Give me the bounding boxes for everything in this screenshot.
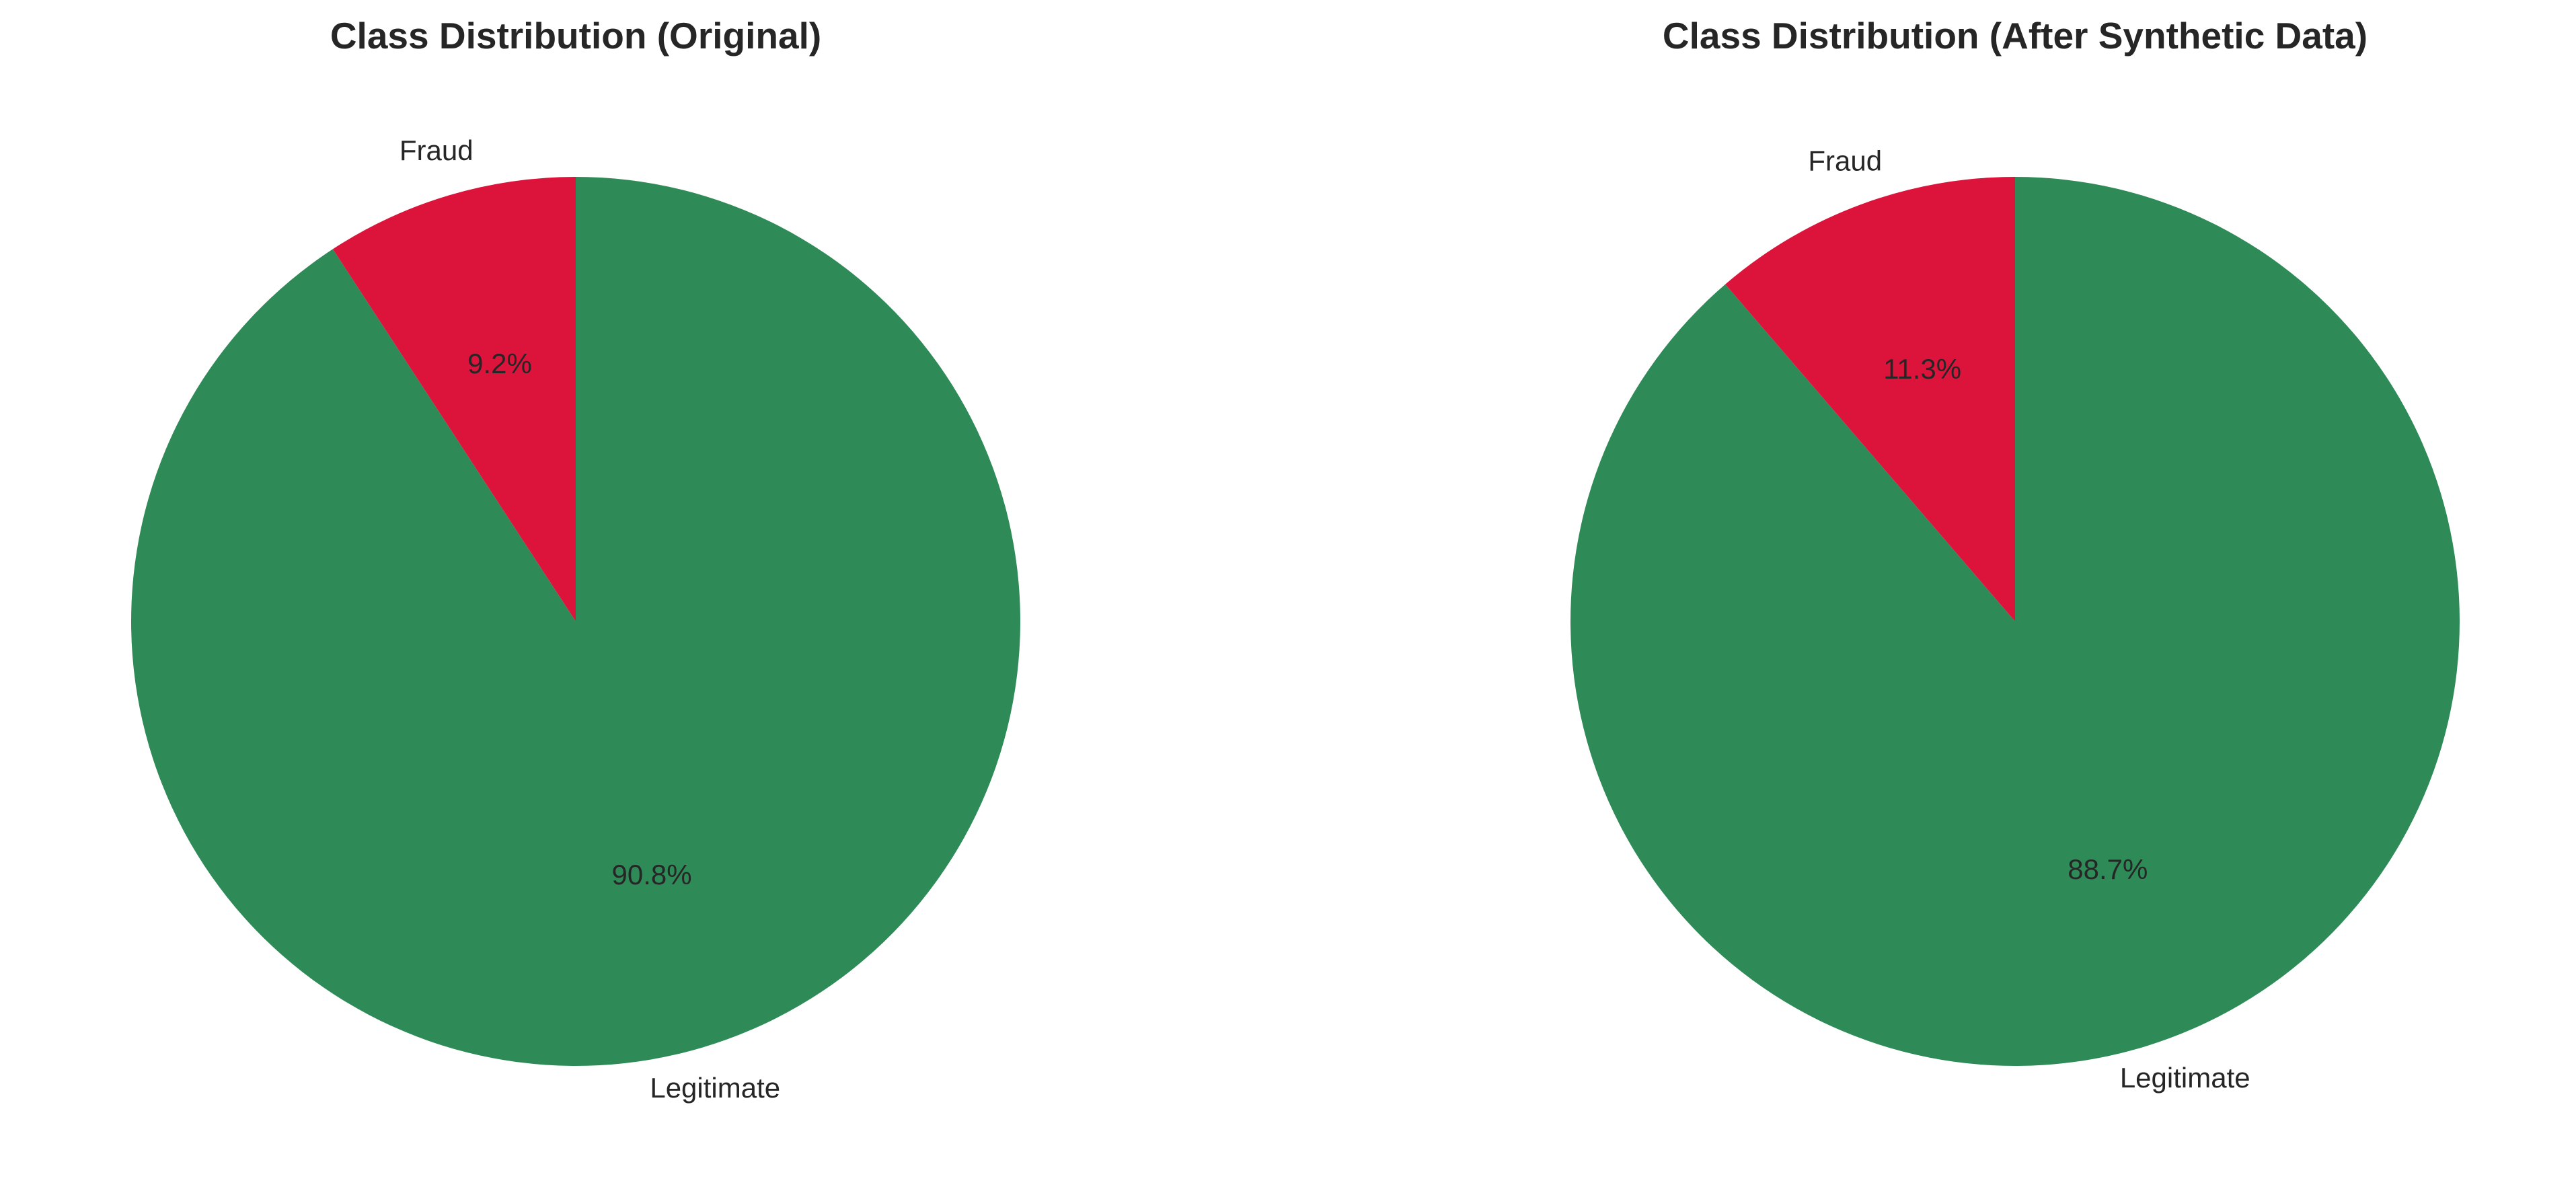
percent-label: 11.3% (1883, 353, 1961, 385)
pie-slices (130, 177, 1021, 1066)
pie-slice-fraud (1725, 177, 2015, 621)
pie-slice-fraud (332, 177, 576, 621)
pie-chart-original: Class Distribution (Original) Legitimate… (130, 15, 1021, 1104)
percent-label: 9.2% (467, 348, 532, 379)
category-label: Legitimate (2120, 1062, 2250, 1093)
pie-labels: Legitimate 90.8% Fraud 9.2% (400, 135, 780, 1104)
category-label: Fraud (400, 135, 473, 166)
percent-label: 90.8% (611, 859, 691, 890)
percent-label: 88.7% (2068, 853, 2148, 885)
chart-title: Class Distribution (After Synthetic Data… (1663, 15, 2367, 56)
pie-slices (1570, 177, 2460, 1066)
category-label: Fraud (1808, 145, 1882, 176)
chart-title: Class Distribution (Original) (330, 15, 821, 56)
pie-labels: Legitimate 88.7% Fraud 11.3% (1808, 145, 2250, 1093)
category-label: Legitimate (650, 1072, 780, 1104)
pie-chart-after-synthetic: Class Distribution (After Synthetic Data… (1570, 15, 2460, 1093)
